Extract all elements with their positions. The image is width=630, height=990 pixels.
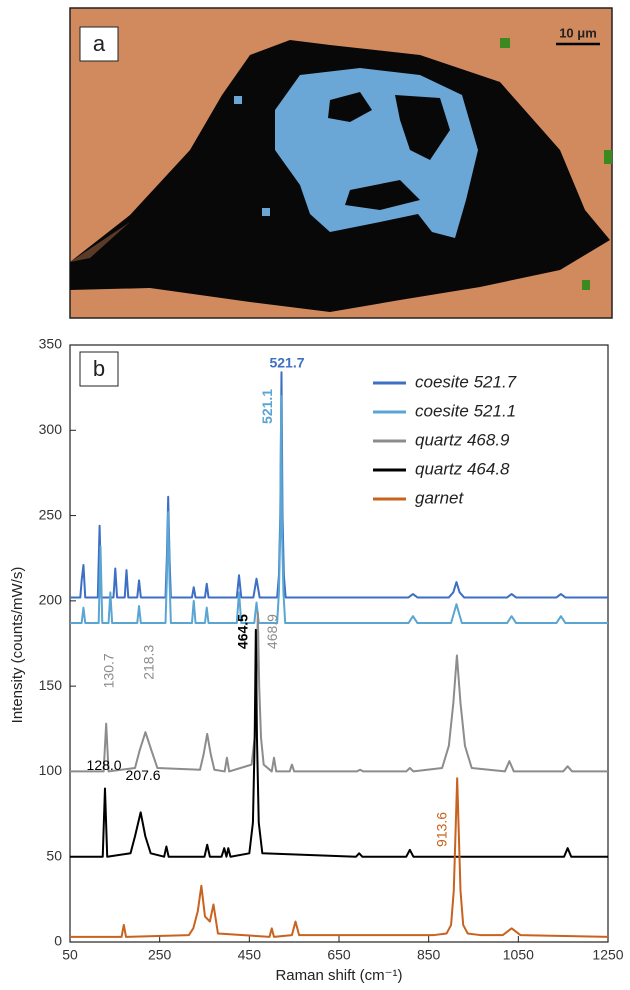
spectrum-line: [70, 396, 608, 623]
map-spot: [234, 96, 242, 104]
spectrum-line: [70, 613, 608, 772]
map-spot: [582, 280, 590, 290]
y-tick-label: 250: [39, 506, 63, 522]
legend-label: coesite 521.7: [415, 372, 517, 391]
panel-label: b: [93, 356, 105, 381]
panel-label: a: [93, 31, 106, 56]
legend-label: garnet: [415, 488, 464, 507]
x-tick-label: 450: [238, 947, 262, 963]
peak-annotation: 130.7: [101, 653, 117, 688]
y-tick-label: 100: [39, 762, 63, 778]
y-axis-label: Intensity (counts/mW/s): [9, 567, 26, 724]
y-tick-label: 150: [39, 677, 63, 693]
page: a 10 μm b Raman shift (cm⁻¹) Intensity (…: [0, 0, 630, 990]
x-tick-label: 850: [417, 947, 441, 963]
scale-bar-label: 10 μm: [559, 25, 597, 40]
map-spot: [500, 38, 510, 48]
y-tick-label: 50: [46, 847, 62, 863]
x-tick-label: 1050: [503, 947, 534, 963]
peak-annotation: 521.7: [269, 354, 304, 370]
map-spot: [262, 208, 270, 216]
y-tick-label: 0: [54, 933, 62, 949]
y-tick-label: 350: [39, 336, 63, 352]
x-tick-label: 250: [148, 947, 172, 963]
x-tick-label: 50: [62, 947, 78, 963]
x-tick-label: 650: [327, 947, 351, 963]
peak-annotation: 128.0: [87, 757, 122, 773]
spectrum-line: [70, 372, 608, 597]
y-tick-label: 200: [39, 592, 63, 608]
peak-annotation: 521.1: [259, 389, 275, 424]
map-spot: [604, 150, 612, 164]
legend-label: quartz 464.8: [415, 459, 510, 478]
peak-annotation: 468.9: [264, 614, 280, 649]
peak-annotation: 464.5: [235, 614, 251, 649]
peak-annotation: 913.6: [434, 812, 450, 847]
x-axis-label: Raman shift (cm⁻¹): [275, 967, 402, 984]
legend-label: coesite 521.1: [415, 401, 516, 420]
panel-a: a 10 μm: [70, 8, 612, 318]
peak-annotation: 218.3: [141, 645, 157, 680]
x-tick-label: 1250: [592, 947, 623, 963]
y-tick-label: 300: [39, 421, 63, 437]
legend-label: quartz 468.9: [415, 430, 510, 449]
figure: a 10 μm b Raman shift (cm⁻¹) Intensity (…: [0, 0, 630, 990]
peak-annotation: 207.6: [126, 767, 161, 783]
